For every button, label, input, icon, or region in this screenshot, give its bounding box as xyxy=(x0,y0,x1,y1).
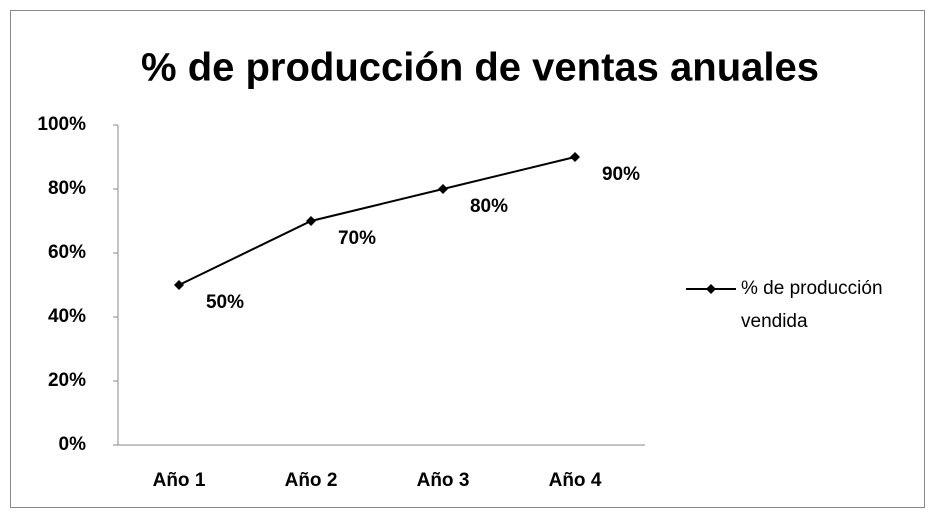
y-tick-label: 20% xyxy=(48,370,86,391)
y-tick-label: 40% xyxy=(48,306,86,327)
legend: % de producción vendida xyxy=(741,278,883,332)
point xyxy=(570,152,580,162)
series-line xyxy=(178,156,576,286)
x-tick-label: Año 1 xyxy=(153,470,206,491)
point xyxy=(174,280,184,290)
data-label: 50% xyxy=(206,292,244,313)
data-label: 90% xyxy=(602,164,640,185)
legend-label: % de producción vendida xyxy=(741,278,883,332)
data-label: 70% xyxy=(338,228,376,249)
y-tick-label: 0% xyxy=(59,434,87,455)
legend-marker xyxy=(706,284,716,294)
x-tick-label: Año 2 xyxy=(285,470,338,491)
y-tick-label: 100% xyxy=(37,114,86,135)
data-label: 80% xyxy=(470,196,508,217)
point xyxy=(306,216,316,226)
x-tick-label: Año 3 xyxy=(417,470,470,491)
chart-title: % de producción de ventas anuales xyxy=(141,46,819,90)
y-tick-label: 80% xyxy=(48,178,86,199)
chart-frame xyxy=(10,10,925,508)
y-tick-label: 60% xyxy=(48,242,86,263)
point xyxy=(438,184,448,194)
x-tick-label: Año 4 xyxy=(549,470,602,491)
